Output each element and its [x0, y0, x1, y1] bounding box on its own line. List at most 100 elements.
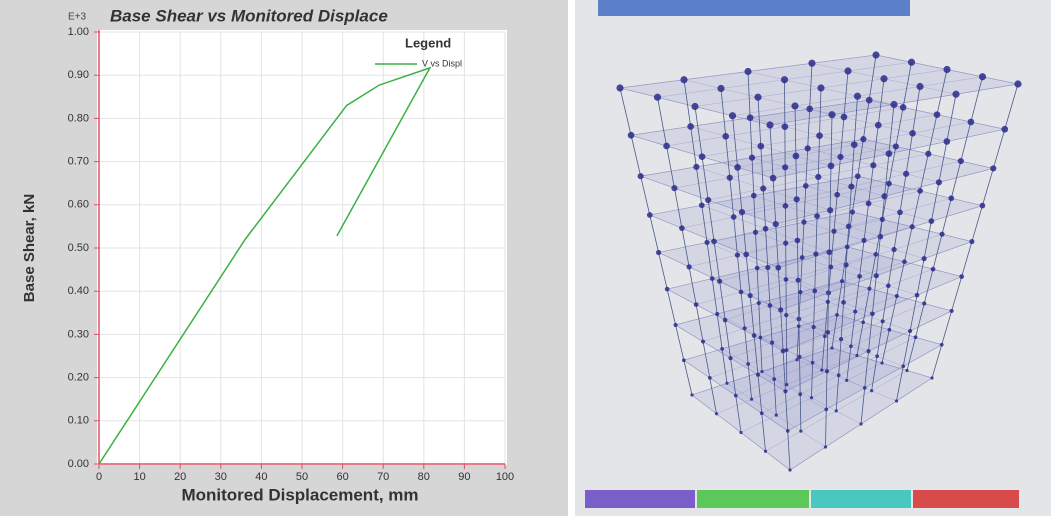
joint — [870, 389, 873, 392]
x-tick-label: 20 — [174, 471, 186, 483]
x-tick-label: 60 — [336, 471, 348, 483]
joint — [753, 230, 758, 235]
joint — [739, 209, 745, 215]
joint — [902, 259, 907, 264]
joint — [939, 232, 944, 237]
joint — [831, 229, 836, 234]
joint — [840, 279, 844, 283]
joint — [765, 265, 770, 270]
joint — [750, 398, 753, 401]
joint — [886, 283, 891, 288]
joint — [1001, 126, 1008, 133]
joint — [968, 119, 975, 126]
joint — [775, 265, 781, 271]
joint — [760, 411, 764, 415]
joint — [850, 209, 855, 214]
joint — [897, 209, 903, 215]
joint — [936, 179, 942, 185]
joint — [812, 325, 816, 329]
joint — [830, 346, 833, 349]
joint — [908, 59, 915, 66]
x-tick-label: 70 — [377, 471, 389, 483]
joint — [729, 112, 736, 119]
joint — [783, 389, 787, 393]
joint — [875, 354, 879, 358]
joint — [855, 173, 861, 179]
joint — [880, 217, 885, 222]
x-tick-label: 40 — [255, 471, 267, 483]
chart-title: Base Shear vs Monitored Displace — [110, 6, 388, 25]
y-tick-label: 0.10 — [68, 415, 89, 427]
joint — [785, 383, 788, 386]
joint — [905, 369, 908, 372]
joint — [909, 130, 916, 137]
joint — [795, 358, 798, 361]
joint — [863, 386, 867, 390]
y-tick-label: 0.50 — [68, 242, 89, 254]
joint — [755, 266, 760, 271]
joint — [881, 319, 885, 323]
x-tick-label: 100 — [496, 471, 514, 483]
joint — [788, 468, 791, 471]
joint — [810, 396, 813, 399]
joint — [770, 175, 777, 182]
joint — [893, 143, 899, 149]
joint — [803, 183, 809, 189]
joint — [825, 330, 830, 335]
x-tick-label: 30 — [215, 471, 227, 483]
joint — [687, 264, 692, 269]
joint — [654, 94, 661, 101]
joint — [834, 192, 840, 198]
joint — [859, 422, 862, 425]
joint — [811, 361, 815, 365]
model-photo — [575, 0, 1051, 516]
joint — [908, 329, 912, 333]
status-segment — [585, 490, 695, 508]
joint — [770, 341, 774, 345]
joint — [814, 213, 820, 219]
joint — [854, 93, 861, 100]
joint — [835, 409, 838, 412]
joint — [880, 361, 883, 364]
status-segment — [697, 490, 809, 508]
joint — [857, 274, 862, 279]
joint — [915, 293, 920, 298]
joint — [888, 328, 892, 332]
joint — [797, 324, 801, 328]
joint — [929, 218, 935, 224]
joint — [687, 123, 694, 130]
joint — [775, 414, 778, 417]
joint — [734, 394, 738, 398]
joint — [823, 334, 827, 338]
joint — [801, 220, 806, 225]
joint — [1014, 80, 1021, 87]
joint — [931, 267, 936, 272]
joint — [917, 188, 923, 194]
joint — [903, 171, 909, 177]
y-tick-label: 0.40 — [68, 285, 89, 297]
joint — [886, 150, 893, 157]
joint — [747, 114, 754, 121]
joint — [794, 196, 800, 202]
joint — [682, 358, 686, 362]
joint — [922, 256, 927, 261]
joint — [782, 164, 788, 170]
joint — [895, 294, 899, 298]
joint — [844, 67, 851, 74]
joint — [749, 155, 755, 161]
joint — [841, 114, 848, 121]
y-tick-label: 0.30 — [68, 328, 89, 340]
joint — [943, 138, 950, 145]
screenshot: E+3 Base Shear vs Monitored Displace Mon… — [0, 0, 1051, 516]
joint — [798, 392, 802, 396]
joint — [851, 141, 858, 148]
joint — [806, 106, 813, 113]
joint — [727, 175, 733, 181]
joint — [734, 164, 741, 171]
x-tick-label: 50 — [296, 471, 308, 483]
joint — [756, 373, 760, 377]
joint — [890, 101, 897, 108]
joint — [781, 123, 788, 130]
joint — [797, 355, 801, 359]
joint — [743, 326, 747, 330]
